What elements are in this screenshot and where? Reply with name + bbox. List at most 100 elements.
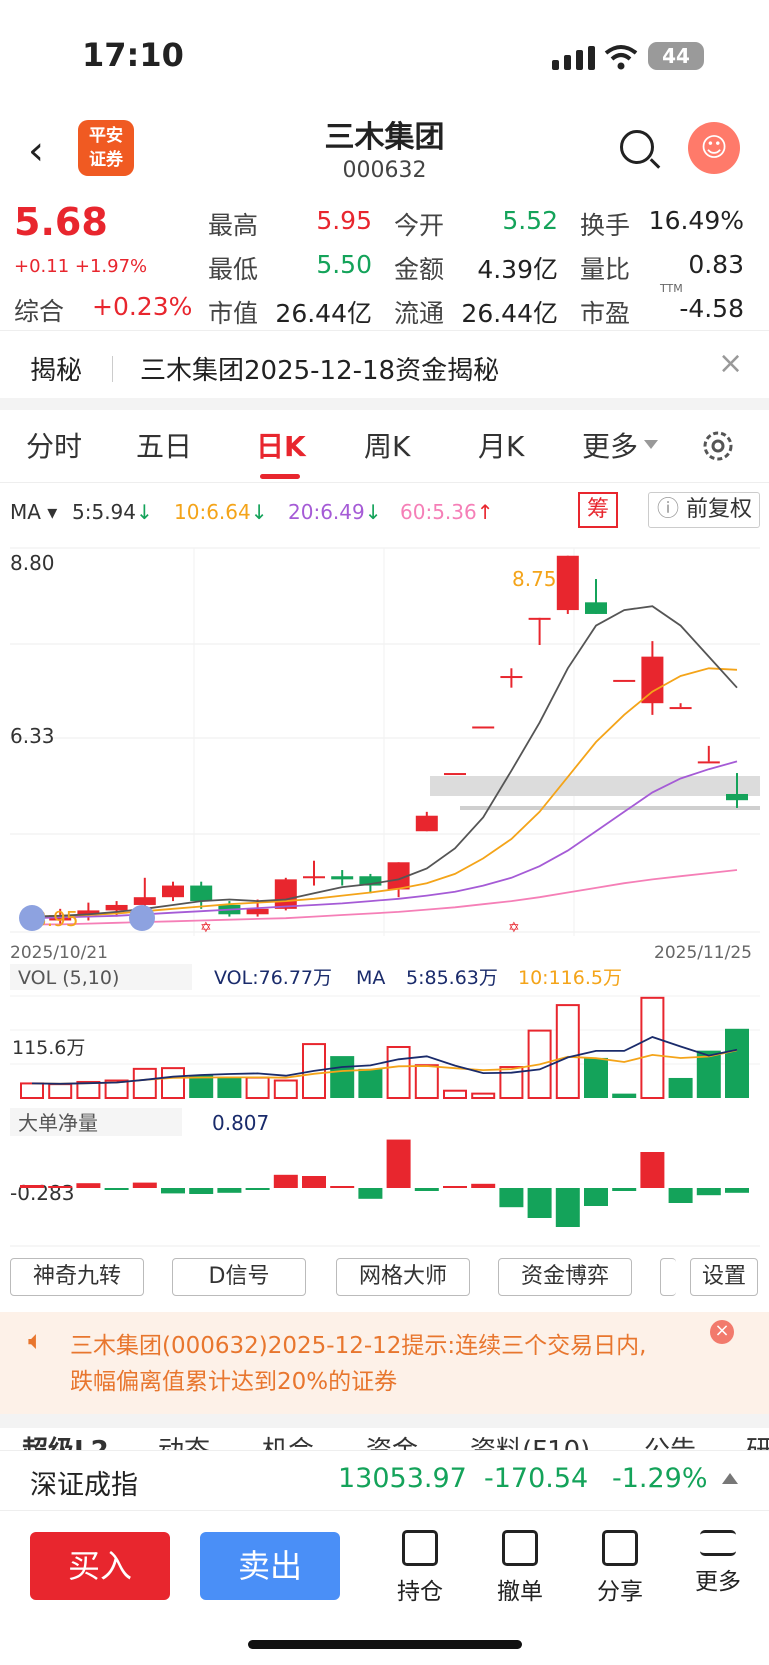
gear-icon[interactable] bbox=[700, 428, 736, 464]
speaker-icon: 🔈︎ bbox=[28, 1326, 44, 1356]
notice-banner[interactable]: 🔈︎ 三木集团(000632)2025-12-12提示:连续三个交易日内, 跌幅… bbox=[0, 1312, 769, 1414]
tool-button-0[interactable]: 神奇九转 bbox=[10, 1258, 144, 1296]
close-icon[interactable]: × bbox=[710, 1320, 734, 1344]
candle-body bbox=[303, 876, 325, 879]
menu-icon bbox=[700, 1530, 736, 1556]
net-bar bbox=[161, 1188, 185, 1194]
back-icon[interactable]: ‹ bbox=[28, 128, 44, 174]
net-bar bbox=[640, 1152, 665, 1188]
quote-value: 26.44亿 bbox=[461, 299, 558, 328]
volume-bar bbox=[725, 1028, 749, 1098]
lower-tab-3[interactable]: 资金 bbox=[366, 1430, 418, 1450]
net-bar bbox=[696, 1188, 721, 1196]
close-icon[interactable]: × bbox=[718, 346, 744, 381]
quote-value: 5.95 bbox=[316, 206, 372, 235]
volume-bar bbox=[104, 1079, 129, 1099]
share-button[interactable]: 分享 bbox=[580, 1530, 660, 1606]
divider bbox=[0, 1510, 769, 1511]
reveal-label: 揭秘 bbox=[30, 356, 83, 386]
net-bar bbox=[584, 1188, 608, 1206]
lower-tab-2[interactable]: 机会 bbox=[262, 1430, 314, 1450]
lower-tab-0[interactable]: 超级L2 bbox=[22, 1430, 109, 1450]
volume-bar bbox=[189, 1075, 214, 1098]
net-bar bbox=[443, 1186, 467, 1188]
tab-1[interactable]: 五日 bbox=[136, 430, 193, 463]
tool-button-4[interactable]: 设置 bbox=[690, 1258, 758, 1296]
vol-selector bbox=[10, 964, 192, 990]
lower-tab-6[interactable]: 研 bbox=[746, 1430, 769, 1450]
candle-body bbox=[190, 885, 213, 902]
assistant-avatar-icon[interactable]: ☺ bbox=[688, 122, 740, 174]
volume-bar bbox=[217, 1076, 242, 1098]
quote-value: 4.39亿 bbox=[477, 255, 558, 284]
index-bar[interactable]: 深证成指 13053.97 -170.54 -1.29% bbox=[0, 1450, 769, 1510]
net-label: 大单净量 bbox=[18, 1111, 98, 1135]
volume-bar bbox=[48, 1083, 73, 1100]
net-bar bbox=[48, 1186, 73, 1188]
tab-5[interactable]: 更多 bbox=[582, 430, 639, 463]
kline-chart[interactable]: 8.806.338.753.95 ✡ ✡2025/10/21 2025/11/25VO… bbox=[0, 540, 769, 1260]
support-band bbox=[430, 776, 760, 796]
net-bar bbox=[302, 1176, 326, 1188]
search-icon[interactable] bbox=[620, 130, 654, 164]
adjust-text: 前复权 bbox=[686, 497, 753, 522]
hold-button[interactable]: 持仓 bbox=[380, 1530, 460, 1606]
vol-axis-label: 115.6万 bbox=[12, 1037, 85, 1059]
cancel-order-button[interactable]: 撤单 bbox=[480, 1530, 560, 1606]
net-bar bbox=[20, 1185, 44, 1188]
ma-text: MA bbox=[10, 500, 41, 524]
volume-bar bbox=[20, 1082, 44, 1100]
ma10-text: 10:6.64 bbox=[174, 500, 251, 524]
undo-icon bbox=[502, 1530, 538, 1566]
quote-label: 最低 bbox=[208, 255, 259, 284]
tool-button-3[interactable]: 资金博弈 bbox=[498, 1258, 632, 1296]
reveal-text[interactable]: 三木集团2025-12-18资金揭秘 bbox=[140, 356, 500, 386]
candle-body bbox=[556, 555, 579, 611]
quote-value: 5.52 bbox=[502, 206, 558, 235]
net-bar bbox=[725, 1188, 749, 1193]
tool-button-2[interactable]: 网格大师 bbox=[336, 1258, 470, 1296]
chip-button[interactable]: 筹 bbox=[578, 492, 618, 528]
current-price: 5.68 bbox=[14, 200, 108, 244]
net-bar bbox=[358, 1188, 383, 1199]
volume-bar bbox=[612, 1093, 637, 1098]
index-value: 13053.97 bbox=[338, 1463, 467, 1494]
more-button[interactable]: 更多 bbox=[678, 1530, 758, 1596]
tab-3[interactable]: 周K bbox=[364, 430, 411, 463]
tab-4[interactable]: 月K bbox=[478, 430, 525, 463]
net-bar bbox=[217, 1188, 242, 1193]
tool-button-partial[interactable] bbox=[660, 1258, 676, 1296]
candle-body bbox=[472, 726, 495, 729]
active-tab-indicator bbox=[260, 474, 300, 479]
candle-body bbox=[415, 815, 438, 832]
quote-label: 市值 bbox=[208, 299, 259, 328]
tab-2[interactable]: 日K bbox=[256, 430, 306, 463]
broker-logo: 平安 证券 bbox=[78, 120, 134, 176]
vol-value: VOL:76.77万 bbox=[214, 967, 332, 989]
net-bar bbox=[330, 1186, 355, 1188]
logo-text-1: 平安 bbox=[89, 126, 123, 146]
vol-ma-label: MA bbox=[356, 967, 385, 989]
candle-body bbox=[444, 773, 466, 776]
ma-label[interactable]: MA ▾ bbox=[10, 500, 58, 524]
share-icon bbox=[602, 1530, 638, 1566]
net-bar bbox=[76, 1183, 101, 1188]
tool-button-1[interactable]: D信号 bbox=[172, 1258, 306, 1296]
buy-button[interactable]: 买入 bbox=[30, 1532, 170, 1600]
home-indicator bbox=[248, 1640, 522, 1649]
quote-label: 金额 bbox=[394, 255, 445, 284]
lower-tab-4[interactable]: 资料(F10) bbox=[470, 1430, 590, 1450]
y-label-top: 8.80 bbox=[10, 551, 55, 575]
share-label: 分享 bbox=[597, 1579, 643, 1605]
tab-0[interactable]: 分时 bbox=[26, 430, 83, 463]
chevron-up-icon[interactable] bbox=[722, 1473, 738, 1484]
volume-bar bbox=[443, 1089, 467, 1100]
lower-tab-1[interactable]: 动态 bbox=[158, 1430, 210, 1450]
volume-bar bbox=[640, 996, 665, 1100]
index-name: 深证成指 bbox=[30, 1470, 138, 1501]
quote-label: 市盈 bbox=[580, 299, 631, 328]
sell-button[interactable]: 卖出 bbox=[200, 1532, 340, 1600]
lower-tab-5[interactable]: 公告 bbox=[644, 1430, 696, 1450]
adjust-button[interactable]: ⓘ 前复权 bbox=[648, 492, 760, 528]
volume-bar bbox=[499, 1066, 524, 1099]
